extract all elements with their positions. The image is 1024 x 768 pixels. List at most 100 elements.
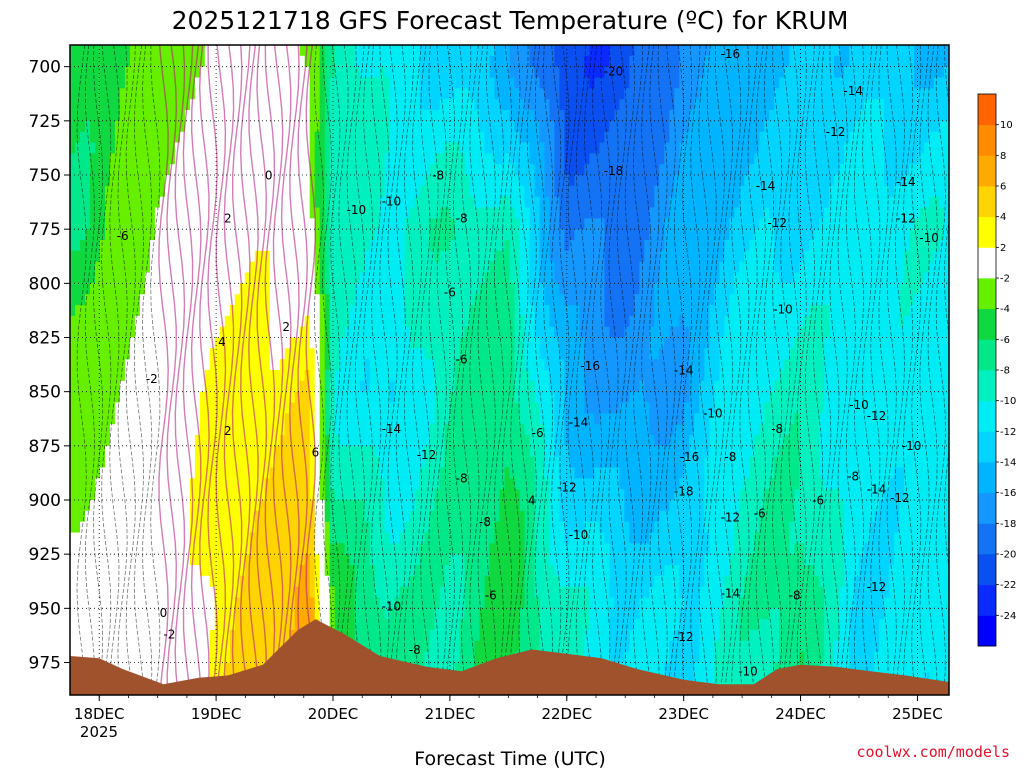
temperature-cell	[390, 533, 396, 544]
temperature-cell	[80, 587, 86, 598]
temperature-cell	[205, 327, 211, 338]
temperature-cell	[415, 45, 421, 56]
temperature-cell	[95, 413, 101, 424]
temperature-cell	[465, 652, 471, 663]
temperature-cell	[315, 533, 321, 544]
temperature-cell	[445, 327, 451, 338]
temperature-cell	[300, 478, 306, 489]
temperature-cell	[290, 45, 296, 56]
temperature-cell	[130, 424, 136, 435]
temperature-cell	[260, 283, 266, 294]
temperature-cell	[375, 273, 381, 284]
temperature-cell	[125, 543, 131, 554]
temperature-cell	[150, 164, 156, 175]
temperature-cell	[210, 381, 216, 392]
temperature-cell	[450, 478, 456, 489]
temperature-cell	[465, 435, 471, 446]
temperature-cell	[180, 370, 186, 381]
temperature-cell	[80, 598, 86, 609]
temperature-cell	[455, 413, 461, 424]
temperature-cell	[425, 143, 431, 154]
temperature-cell	[255, 381, 261, 392]
temperature-cell	[375, 500, 381, 511]
temperature-cell	[275, 587, 281, 598]
temperature-cell	[90, 533, 96, 544]
temperature-cell	[85, 403, 91, 414]
temperature-cell	[120, 99, 126, 110]
temperature-cell	[455, 446, 461, 457]
temperature-cell	[370, 143, 376, 154]
temperature-cell	[475, 316, 481, 327]
temperature-cell	[465, 175, 471, 186]
temperature-cell	[130, 143, 136, 154]
temperature-cell	[310, 587, 316, 598]
temperature-cell	[170, 478, 176, 489]
temperature-cell	[260, 511, 266, 522]
temperature-cell	[140, 403, 146, 414]
temperature-cell	[365, 457, 371, 468]
temperature-cell	[455, 619, 461, 630]
temperature-cell	[390, 565, 396, 576]
temperature-cell	[360, 153, 366, 164]
temperature-cell	[80, 478, 86, 489]
temperature-cell	[215, 78, 221, 89]
temperature-cell	[145, 67, 151, 78]
temperature-cell	[420, 88, 426, 99]
temperature-cell	[90, 554, 96, 565]
temperature-cell	[370, 273, 376, 284]
temperature-cell	[300, 56, 306, 67]
temperature-cell	[250, 262, 256, 273]
temperature-cell	[285, 240, 291, 251]
temperature-cell	[480, 45, 486, 56]
temperature-cell	[150, 305, 156, 316]
temperature-cell	[95, 67, 101, 78]
temperature-cell	[455, 533, 461, 544]
temperature-cell	[150, 143, 156, 154]
temperature-cell	[95, 45, 101, 56]
temperature-cell	[415, 619, 421, 630]
temperature-cell	[170, 565, 176, 576]
temperature-cell	[320, 587, 326, 598]
temperature-cell	[120, 153, 126, 164]
temperature-cell	[170, 435, 176, 446]
temperature-cell	[185, 381, 191, 392]
temperature-cell	[145, 99, 151, 110]
temperature-cell	[100, 489, 106, 500]
temperature-cell	[345, 468, 351, 479]
temperature-cell	[185, 370, 191, 381]
temperature-cell	[430, 327, 436, 338]
temperature-cell	[135, 424, 141, 435]
temperature-cell	[105, 67, 111, 78]
temperature-cell	[105, 511, 111, 522]
temperature-cell	[225, 88, 231, 99]
temperature-cell	[395, 99, 401, 110]
temperature-cell	[230, 338, 236, 349]
temperature-cell	[420, 208, 426, 219]
temperature-cell	[365, 630, 371, 641]
temperature-cell	[405, 240, 411, 251]
temperature-cell	[90, 143, 96, 154]
temperature-cell	[75, 327, 81, 338]
temperature-cell	[345, 478, 351, 489]
temperature-cell	[425, 598, 431, 609]
temperature-cell	[395, 316, 401, 327]
temperature-cell	[320, 197, 326, 208]
temperature-cell	[165, 294, 171, 305]
temperature-cell	[375, 381, 381, 392]
temperature-cell	[305, 121, 311, 132]
temperature-cell	[235, 543, 241, 554]
temperature-cell	[80, 392, 86, 403]
temperature-cell	[95, 110, 101, 121]
temperature-cell	[300, 273, 306, 284]
temperature-cell	[110, 630, 116, 641]
temperature-cell	[370, 251, 376, 262]
temperature-cell	[215, 565, 221, 576]
temperature-cell	[145, 208, 151, 219]
temperature-cell	[135, 543, 141, 554]
temperature-cell	[150, 67, 156, 78]
temperature-cell	[405, 522, 411, 533]
temperature-cell	[200, 153, 206, 164]
temperature-cell	[465, 240, 471, 251]
temperature-cell	[425, 186, 431, 197]
